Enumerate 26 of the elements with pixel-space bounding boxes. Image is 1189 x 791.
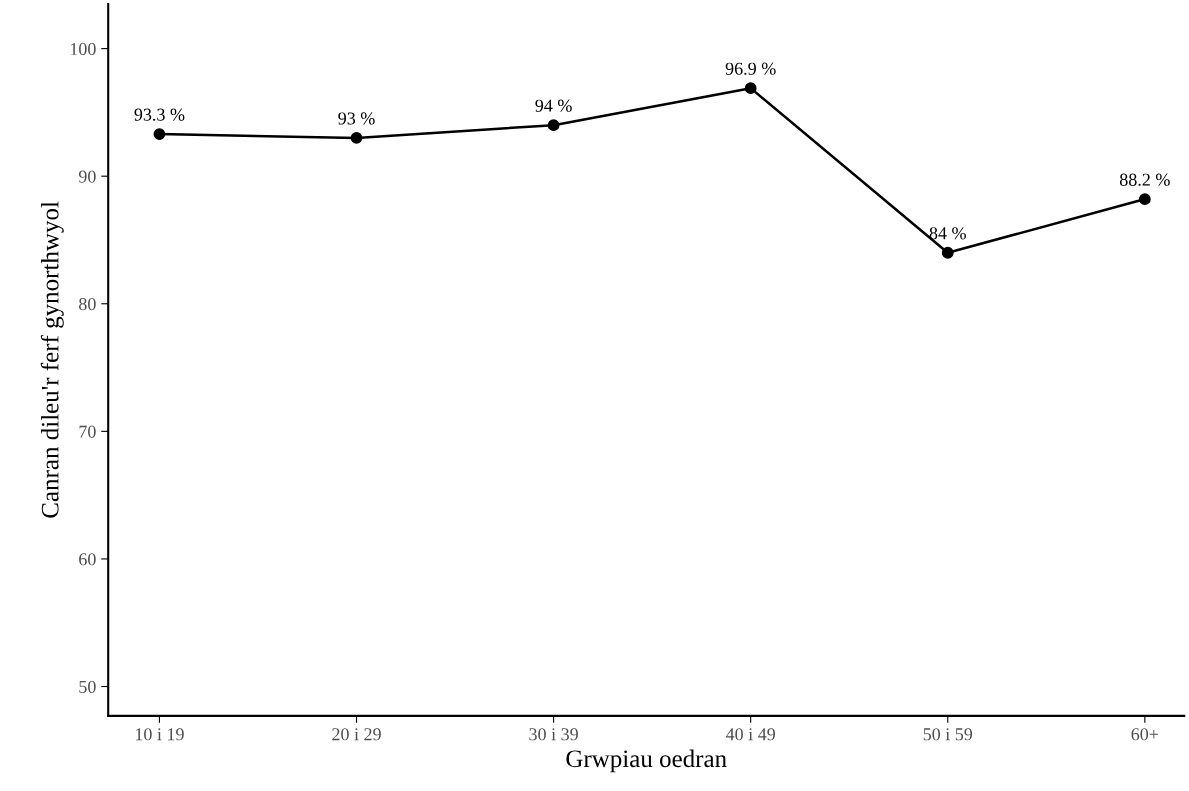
x-tick-label: 60+	[1131, 728, 1159, 741]
x-tick-label: 50 i 59	[923, 728, 973, 741]
data-label: 94 %	[535, 99, 572, 112]
data-label: 88.2 %	[1119, 173, 1170, 186]
y-tick-label: 80	[79, 298, 96, 311]
y-tick-label: 100	[70, 42, 96, 56]
data-label: 84 %	[929, 227, 966, 240]
y-tick-label: 90	[78, 170, 96, 183]
point	[350, 132, 363, 144]
point	[547, 119, 560, 132]
point	[941, 246, 954, 259]
y-tick-label: 70	[79, 425, 96, 438]
y-axis-title: Canran dileu'r ferf gynorthwyol	[40, 201, 64, 518]
x-tick-label: 30 i 39	[529, 728, 578, 741]
point	[1138, 193, 1151, 206]
x-tick-label: 40 i 49	[725, 728, 776, 741]
x-tick-label: 20 i 29	[332, 728, 381, 741]
x-axis-title: Grwpiau oedran	[566, 749, 727, 773]
data-label: 93.3 %	[134, 108, 185, 121]
data-label: 93 %	[338, 112, 375, 125]
point	[744, 82, 757, 95]
y-tick-label: 60	[79, 553, 96, 566]
x-tick-label: 10 i 19	[135, 728, 184, 741]
data-label: 96.9 %	[725, 62, 776, 75]
point	[153, 128, 166, 140]
y-tick-label: 50	[79, 680, 96, 693]
